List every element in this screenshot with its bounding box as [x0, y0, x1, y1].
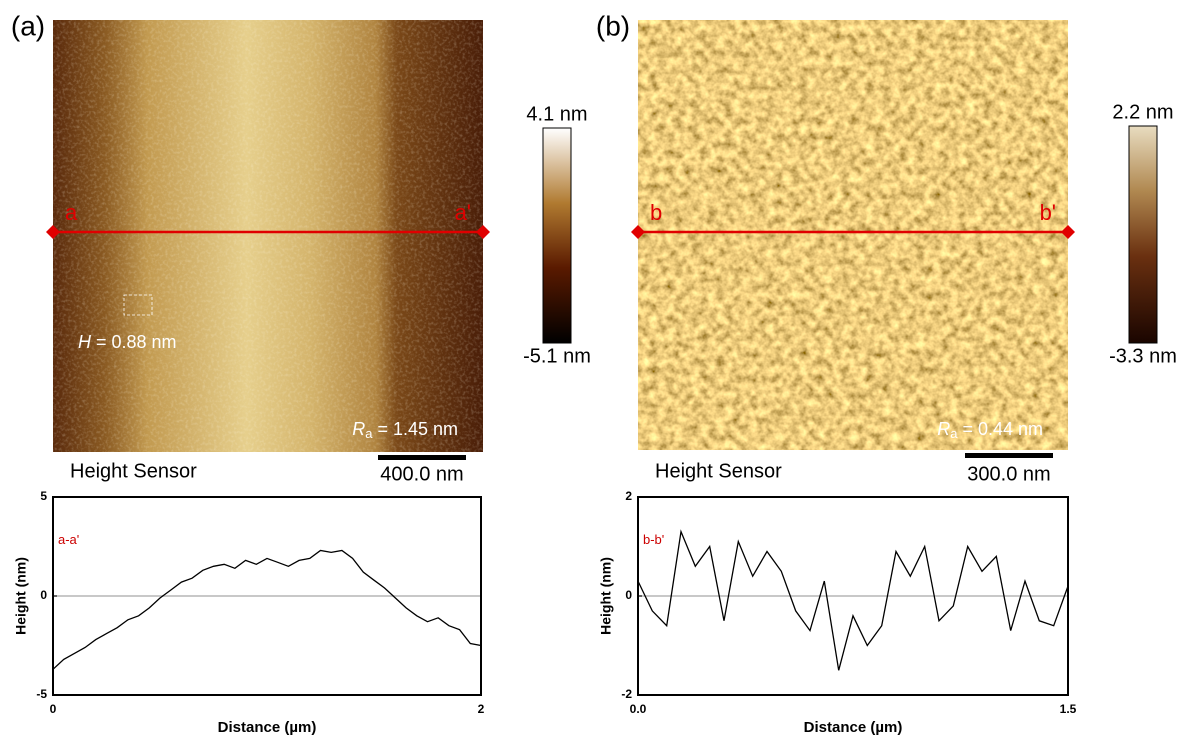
colorbar-min: -5.1 nm — [523, 345, 591, 367]
colorbar — [1128, 125, 1158, 344]
text-part: = 0.44 nm — [962, 419, 1043, 439]
afm-image-b — [638, 20, 1068, 450]
text-part: R — [352, 419, 365, 439]
profile-annotation: a-a' — [58, 532, 79, 547]
x-tick-label: 2 — [478, 702, 485, 716]
y-tick-label: -5 — [36, 687, 47, 701]
scale-bar — [965, 453, 1053, 458]
scale-bar-label: 400.0 nm — [380, 463, 463, 485]
roughness: Ra = 1.45 nm — [352, 419, 458, 442]
profile-annotation: b-b' — [643, 532, 664, 547]
roughness: Ra = 0.44 nm — [937, 419, 1043, 442]
afm-image-a — [53, 20, 483, 452]
profile-line — [637, 529, 1069, 671]
y-tick-label: 0 — [625, 588, 632, 602]
text-part: a — [365, 426, 373, 441]
x-tick-label: 0.0 — [630, 702, 647, 716]
colorbar-min: -3.3 nm — [1109, 345, 1177, 367]
sensor-label: Height Sensor — [655, 460, 782, 482]
y-axis-label: Height (nm) — [598, 557, 614, 635]
x-tick-label: 0 — [50, 702, 57, 716]
text-part: = 0.88 nm — [96, 332, 177, 352]
panel-label: (a) — [11, 10, 45, 41]
section-marker: a' — [455, 200, 471, 225]
colorbar — [542, 127, 572, 344]
text-part: H — [78, 332, 92, 352]
section-marker: b — [650, 200, 662, 225]
x-axis-label: Distance (µm) — [804, 719, 903, 736]
x-axis-label: Distance (µm) — [218, 719, 317, 736]
text-part: = 1.45 nm — [377, 419, 458, 439]
text-part: a — [950, 426, 958, 441]
y-tick-label: 5 — [40, 489, 47, 503]
sensor-label: Height Sensor — [70, 460, 197, 482]
y-tick-label: -2 — [621, 687, 632, 701]
section-marker: a — [65, 200, 78, 225]
step-height: H = 0.88 nm — [78, 332, 177, 352]
scale-bar — [378, 455, 466, 460]
scale-bar-label: 300.0 nm — [967, 463, 1050, 485]
colorbar-max: 2.2 nm — [1112, 101, 1173, 123]
panel-label: (b) — [596, 10, 630, 41]
text-part: R — [937, 419, 950, 439]
section-marker: b' — [1040, 200, 1056, 225]
profile-line — [52, 549, 482, 670]
y-tick-label: 2 — [625, 489, 632, 503]
section-end — [631, 225, 645, 239]
section-end — [1061, 225, 1075, 239]
colorbar-max: 4.1 nm — [526, 103, 587, 125]
y-axis-label: Height (nm) — [13, 557, 29, 635]
x-tick-label: 1.5 — [1060, 702, 1077, 716]
y-tick-label: 0 — [40, 588, 47, 602]
section-end — [46, 225, 60, 239]
section-end — [476, 225, 490, 239]
